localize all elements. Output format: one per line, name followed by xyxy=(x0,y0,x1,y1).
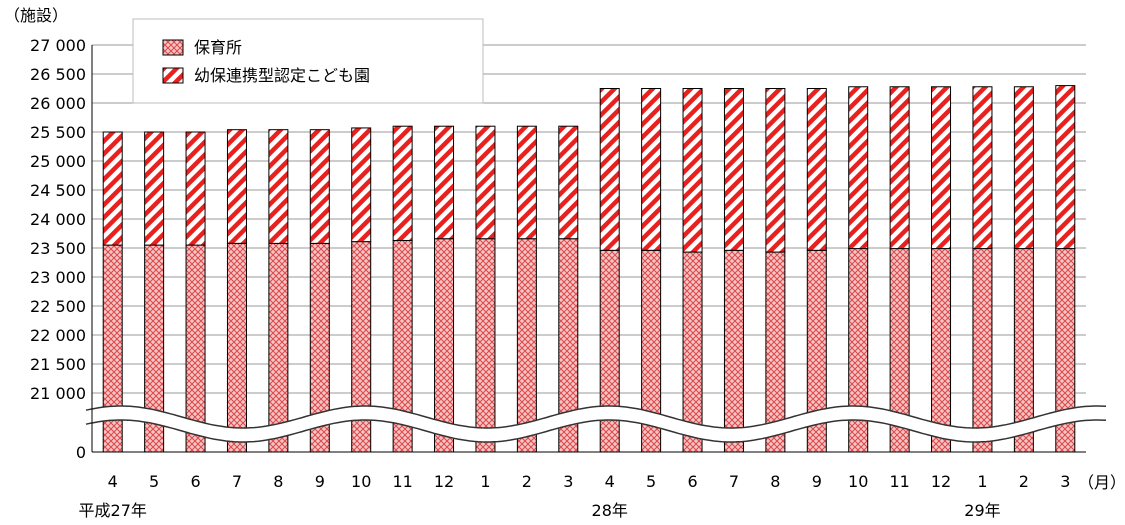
x-tick-label: 6 xyxy=(190,472,200,491)
axis-break-band xyxy=(86,406,1106,442)
y-axis-unit-label: （施設） xyxy=(4,6,68,25)
legend-swatch-kodomoen xyxy=(162,67,184,84)
x-tick-label: 4 xyxy=(605,472,615,491)
y-tick-label: 26 500 xyxy=(30,65,86,84)
bar-kodomoen xyxy=(516,125,537,240)
bar-kodomoen xyxy=(1055,85,1076,250)
x-tick-label: 1 xyxy=(977,472,987,491)
bar-kodomoen xyxy=(558,125,579,240)
y-tick-label: 21 000 xyxy=(30,384,86,403)
bar-kodomoen xyxy=(475,125,496,240)
x-tick-label: 10 xyxy=(848,472,868,491)
x-tick-label: 5 xyxy=(149,472,159,491)
x-tick-label: 9 xyxy=(812,472,822,491)
bar-kodomoen xyxy=(972,86,993,250)
x-tick-label: 7 xyxy=(232,472,242,491)
bar-kodomoen xyxy=(185,131,206,246)
x-tick-label: 1 xyxy=(480,472,490,491)
y-tick-label: 0 xyxy=(76,443,86,462)
y-tick-label: 25 500 xyxy=(30,123,86,142)
y-tick-label: 24 500 xyxy=(30,181,86,200)
x-tick-label: 5 xyxy=(646,472,656,491)
bar-kodomoen xyxy=(599,88,620,251)
bar-hoikusho xyxy=(723,249,744,453)
x-tick-label: 8 xyxy=(770,472,780,491)
x-tick-label: 12 xyxy=(434,472,454,491)
x-tick-label: 2 xyxy=(522,472,532,491)
bar-hoikusho xyxy=(599,249,620,453)
x-tick-label: 8 xyxy=(273,472,283,491)
bars-layer xyxy=(102,85,1076,453)
bar-hoikusho xyxy=(268,242,289,453)
x-tick-label: 9 xyxy=(315,472,325,491)
bar-kodomoen xyxy=(434,125,455,240)
x-tick-label: 3 xyxy=(563,472,573,491)
bar-kodomoen xyxy=(682,88,703,253)
bar-kodomoen xyxy=(268,129,289,244)
bar-hoikusho xyxy=(972,248,993,453)
era-label: 平成27年 xyxy=(79,501,147,520)
x-tick-label: 7 xyxy=(729,472,739,491)
bar-kodomoen xyxy=(723,88,744,251)
bar-kodomoen xyxy=(765,88,786,253)
y-tick-label: 21 500 xyxy=(30,355,86,374)
x-tick-label: 11 xyxy=(392,472,412,491)
legend-label-hoikusho: 保育所 xyxy=(194,38,242,57)
bar-kodomoen xyxy=(1013,86,1034,250)
bar-hoikusho xyxy=(848,248,869,453)
bar-kodomoen xyxy=(309,129,330,244)
bar-kodomoen xyxy=(848,86,869,250)
x-tick-label: 11 xyxy=(889,472,909,491)
legend: 保育所 幼保連携型認定こども園 xyxy=(132,18,484,104)
bar-hoikusho xyxy=(516,238,537,453)
bar-hoikusho xyxy=(475,238,496,453)
bar-kodomoen xyxy=(392,125,413,241)
y-tick-label: 22 500 xyxy=(30,297,86,316)
axis-break-line-top xyxy=(85,405,1107,429)
axis-break-line-bottom xyxy=(85,419,1107,443)
bar-kodomoen xyxy=(144,131,165,246)
bar-kodomoen xyxy=(931,86,952,250)
y-tick-label: 26 000 xyxy=(30,94,86,113)
x-tick-label: 10 xyxy=(351,472,371,491)
axis-break xyxy=(85,405,1107,443)
bar-hoikusho xyxy=(931,248,952,453)
bar-kodomoen xyxy=(102,131,123,246)
legend-box xyxy=(132,18,484,104)
x-tick-label: 12 xyxy=(931,472,951,491)
legend-label-kodomoen: 幼保連携型認定こども園 xyxy=(194,66,370,85)
bar-kodomoen xyxy=(806,88,827,251)
y-tick-label: 25 000 xyxy=(30,152,86,171)
y-tick-label: 27 000 xyxy=(30,36,86,55)
y-tick-label: 23 500 xyxy=(30,239,86,258)
bar-kodomoen xyxy=(351,127,372,243)
y-tick-label: 24 000 xyxy=(30,210,86,229)
era-label: 29年 xyxy=(964,501,1000,520)
y-tick-label: 23 000 xyxy=(30,268,86,287)
y-tick-label: 22 000 xyxy=(30,326,86,345)
x-tick-label: 3 xyxy=(1060,472,1070,491)
x-tick-label: 2 xyxy=(1019,472,1029,491)
legend-swatch-hoikusho xyxy=(162,39,184,56)
x-tick-label: 6 xyxy=(687,472,697,491)
era-label: 28年 xyxy=(592,501,628,520)
bar-kodomoen xyxy=(226,129,247,244)
x-axis-unit-label: （月） xyxy=(1078,473,1125,492)
axis-layer: 0 21 000 21 500 22 000 22 500 23 000 23 500 24 … xyxy=(30,36,1086,520)
bar-kodomoen xyxy=(641,88,662,251)
bar-kodomoen xyxy=(889,86,910,250)
bar-hoikusho xyxy=(226,242,247,453)
x-tick-label: 4 xyxy=(108,472,118,491)
